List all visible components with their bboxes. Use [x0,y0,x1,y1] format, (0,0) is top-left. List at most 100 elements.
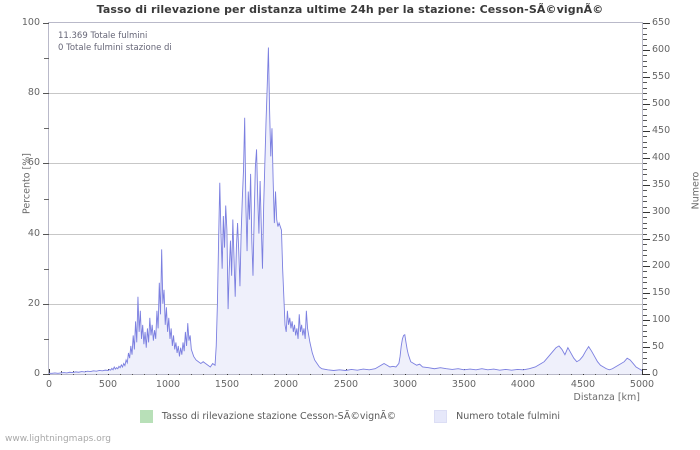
y-tick-right-minor [643,34,647,35]
y-tick-label-left: 100 [21,17,40,28]
y-tick-right-minor [643,298,647,299]
y-tick-left-minor [44,269,49,270]
y-tick-right [643,131,650,132]
y-tick-right [643,185,650,186]
x-tick-minor [452,371,453,375]
y-tick-right [643,293,650,294]
x-tick-label: 3500 [451,379,477,390]
y-tick-right-minor [643,331,647,332]
x-tick-minor [571,371,572,375]
y-tick-left-minor [44,199,49,200]
x-tick-minor [322,371,323,375]
legend-swatch-detection-rate [139,410,153,423]
y-axis-label-right: Numero [690,171,700,210]
y-tick-right-minor [643,352,647,353]
y-tick-right-minor [643,217,647,218]
y-tick-label-right: 300 [652,206,671,217]
y-tick-label-left: 40 [27,228,40,239]
chart-title: Tasso di rilevazione per distanza ultime… [96,3,604,16]
y-tick-left-minor [44,128,49,129]
x-tick-minor [512,371,513,375]
y-tick-right-minor [643,55,647,56]
y-tick-right [643,266,650,267]
y-tick-right [643,50,650,51]
x-tick-minor [203,371,204,375]
y-tick-label-right: 50 [652,341,665,352]
x-tick-minor [85,371,86,375]
x-tick-label: 0 [45,379,53,390]
x-tick-minor [500,371,501,375]
x-tick-minor [96,371,97,375]
y-tick-label-right: 250 [652,233,671,244]
legend-swatch-total-strokes [434,410,448,423]
y-tick-right-minor [643,120,647,121]
y-tick-right-minor [643,244,647,245]
x-tick-minor [535,371,536,375]
x-tick-minor [440,371,441,375]
y-tick-label-right: 200 [652,260,671,271]
y-tick-label-right: 500 [652,98,671,109]
x-axis-label: Distanza [km] [573,392,640,403]
y-tick-right-minor [643,277,647,278]
legend-item-total-strokes[interactable]: Numero totale fulmini [434,410,560,423]
x-tick-minor [381,371,382,375]
y-tick-right-minor [643,190,647,191]
x-tick-minor [251,371,252,375]
x-tick-minor [132,371,133,375]
y-tick-right-minor [643,255,647,256]
x-tick-label: 1000 [155,379,181,390]
y-tick-right [643,104,650,105]
y-tick-right-minor [643,115,647,116]
x-tick-minor [559,371,560,375]
y-tick-left [43,163,49,164]
y-tick-right [643,212,650,213]
y-tick-left [43,93,49,94]
x-tick-minor [156,371,157,375]
y-tick-right-minor [643,336,647,337]
y-tick-right-minor [643,201,647,202]
y-tick-label-right: 600 [652,44,671,55]
y-tick-left [43,374,49,375]
x-tick [583,369,584,375]
y-tick-label-right: 400 [652,152,671,163]
y-tick-right-minor [643,234,647,235]
y-axis-label-left: Percento [%] [21,152,33,215]
x-tick-label: 4500 [570,379,596,390]
gridline-horizontal [49,234,642,235]
x-tick-minor [274,371,275,375]
y-tick-right-minor [643,126,647,127]
y-tick-label-right: 100 [652,314,671,325]
y-tick-right-minor [643,169,647,170]
y-tick-right-minor [643,309,647,310]
x-tick-minor [262,371,263,375]
y-tick-right-minor [643,28,647,29]
x-tick-minor [310,371,311,375]
x-tick-minor [595,371,596,375]
y-tick-right-minor [643,180,647,181]
annotation-station-strokes: 0 Totale fulmini stazione di [58,43,172,53]
y-tick-right-minor [643,72,647,73]
x-tick-minor [61,371,62,375]
legend-item-detection-rate[interactable]: Tasso di rilevazione stazione Cesson-SÃ©… [139,410,396,423]
annotation-total-strokes: 11.369 Totale fulmini [58,31,148,41]
x-tick-minor [144,371,145,375]
x-tick-minor [191,371,192,375]
y-tick-right-minor [643,304,647,305]
y-tick-left [43,23,49,24]
y-tick-label-right: 650 [652,17,671,28]
y-tick-right-minor [643,109,647,110]
y-tick-left [43,304,49,305]
y-tick-label-left: 80 [27,87,40,98]
x-tick-minor [215,371,216,375]
y-tick-right-minor [643,228,647,229]
y-tick-right-minor [643,358,647,359]
y-tick-right [643,320,650,321]
x-tick [523,369,524,375]
plot-area [48,22,643,375]
y-tick-right-minor [643,271,647,272]
x-tick [168,369,169,375]
y-tick-right-minor [643,342,647,343]
x-tick-minor [476,371,477,375]
x-tick [464,369,465,375]
